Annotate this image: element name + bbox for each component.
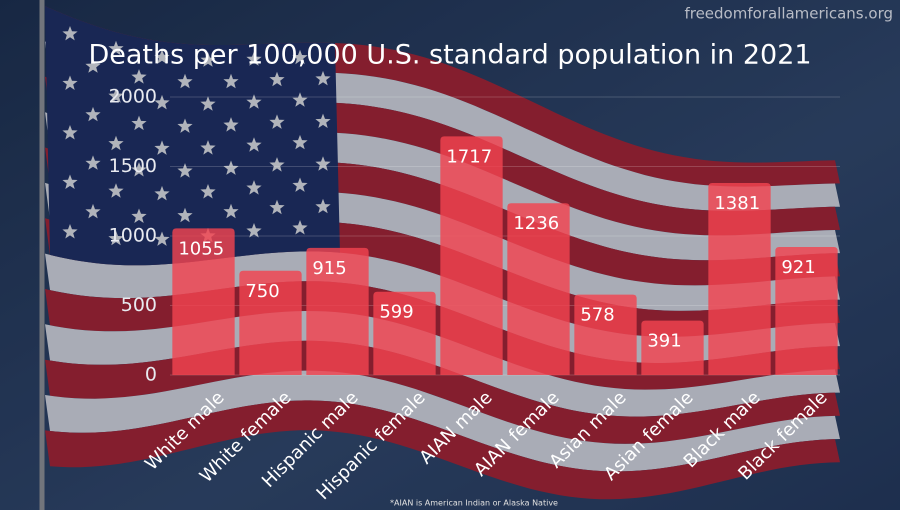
value-label: 578	[580, 305, 614, 326]
flag-star	[177, 163, 193, 178]
flag-star	[246, 223, 262, 238]
flag-star	[292, 220, 308, 235]
y-tick-label: 1000	[109, 225, 157, 247]
flag-star	[246, 180, 262, 195]
flag-star	[62, 125, 78, 140]
flag-star	[62, 224, 78, 239]
flag-star	[200, 184, 216, 199]
value-label: 599	[379, 302, 413, 323]
bar	[172, 228, 235, 375]
bar	[373, 291, 436, 375]
flag-star	[246, 137, 262, 152]
flag-star	[315, 70, 331, 86]
flag-star	[62, 174, 78, 189]
bar	[306, 247, 369, 375]
flag-star	[154, 231, 170, 246]
flag-star	[131, 115, 147, 131]
flag-star	[223, 117, 239, 132]
y-tick-label: 500	[121, 294, 157, 316]
flag-star	[131, 69, 147, 84]
flag-star	[246, 94, 262, 109]
y-tick-label: 0	[145, 364, 157, 386]
y-tick-label: 1500	[109, 155, 157, 177]
flag-star	[85, 155, 101, 170]
value-label: 1381	[714, 193, 760, 214]
flag-star	[108, 88, 124, 103]
footnote: *AIAN is American Indian or Alaska Nativ…	[390, 499, 558, 508]
flag-star	[154, 49, 170, 64]
value-label: 391	[647, 331, 681, 352]
flag-star	[154, 94, 170, 110]
flag-star	[292, 92, 308, 107]
value-label: 915	[312, 258, 346, 279]
flag-star	[223, 203, 239, 219]
bar	[239, 270, 302, 375]
value-label: 750	[245, 281, 279, 302]
flag-star	[292, 49, 308, 65]
flag-star	[108, 183, 124, 198]
bar	[440, 136, 503, 375]
value-label: 921	[781, 257, 815, 278]
flag-star	[200, 140, 216, 155]
flag-star	[108, 135, 124, 151]
flag-star	[154, 140, 170, 155]
flag-star	[223, 160, 239, 175]
flag-star	[62, 26, 78, 41]
flag-star	[269, 71, 285, 87]
chart-title: Deaths per 100,000 U.S. standard populat…	[88, 40, 811, 71]
value-label: 1055	[178, 238, 224, 259]
flag-star	[315, 113, 331, 128]
flag-star	[177, 73, 193, 89]
flag-star	[200, 52, 216, 67]
flag-star	[269, 157, 285, 172]
flag-star	[177, 207, 193, 223]
flag-star	[131, 162, 147, 177]
flag-star	[292, 177, 308, 192]
flag-star	[315, 198, 331, 214]
flag-star	[131, 208, 147, 223]
bar	[641, 320, 704, 375]
flag-star	[269, 199, 285, 215]
bar	[574, 294, 637, 375]
flag-star	[62, 75, 78, 90]
flag-star	[315, 156, 331, 171]
flag-star	[85, 106, 101, 122]
flag-star	[246, 51, 262, 66]
flag-stripe	[45, 400, 840, 500]
flag-star	[108, 230, 124, 246]
flag-star	[85, 58, 101, 73]
flag-stripe	[45, 370, 840, 472]
flag-canton	[45, 6, 340, 266]
watermark: freedomforallamericans.org	[684, 5, 893, 23]
flag-star	[108, 40, 124, 56]
bar	[775, 246, 838, 375]
bar	[507, 203, 570, 375]
bar	[708, 183, 771, 375]
value-label: 1236	[513, 213, 559, 234]
flag-star	[177, 118, 193, 133]
flag-star	[154, 185, 170, 201]
y-tick-label: 2000	[109, 86, 157, 108]
flag-star	[292, 134, 308, 150]
flag-star	[200, 96, 216, 111]
value-label: 1717	[446, 146, 492, 167]
flag-star	[269, 114, 285, 129]
flag-star	[223, 73, 239, 89]
flag-star	[85, 203, 101, 219]
